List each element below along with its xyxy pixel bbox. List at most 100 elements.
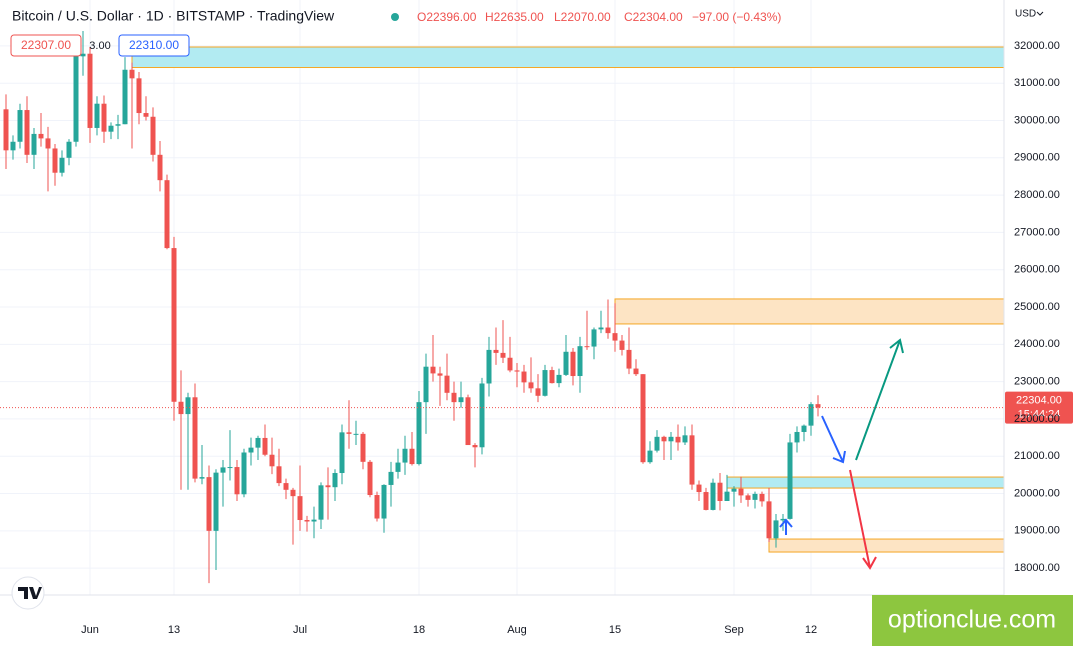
candle-body	[780, 518, 786, 521]
candle-body	[745, 495, 751, 500]
candle-body	[374, 495, 380, 519]
candle-body	[528, 382, 534, 389]
candle-body	[87, 53, 93, 128]
candle-body	[514, 370, 520, 372]
candle-body	[199, 477, 205, 479]
candle-body	[703, 492, 709, 510]
candle-body	[815, 404, 821, 408]
candle-body	[136, 78, 142, 114]
last-price: 22304.00	[1016, 394, 1062, 406]
y-tick-label: 27000.00	[1014, 226, 1060, 238]
ohlc-change: −97.00 (−0.43%)	[692, 10, 781, 24]
candle-body	[297, 496, 303, 521]
annotations	[779, 338, 904, 570]
candle-body	[360, 433, 366, 462]
candle-body	[24, 110, 30, 155]
x-tick-label: 18	[413, 624, 425, 636]
candle-body	[465, 397, 471, 446]
candle-body	[577, 346, 583, 377]
candle-body	[696, 484, 702, 493]
candle-body	[262, 437, 268, 455]
ohlc-high: H22635.00	[485, 10, 544, 24]
candle-body	[10, 141, 16, 151]
countdown: 15:44:24	[1018, 408, 1061, 420]
candle-body	[150, 116, 156, 155]
candle-body	[458, 397, 464, 403]
candle-body	[486, 349, 492, 384]
x-tick-label: 13	[168, 624, 180, 636]
candle-body	[255, 437, 261, 448]
candle-body	[724, 491, 730, 501]
y-tick-label: 29000.00	[1014, 152, 1060, 164]
ohlc-open: O22396.00	[417, 10, 477, 24]
y-tick-label: 22000.00	[1014, 413, 1060, 425]
zone	[614, 298, 1005, 325]
currency[interactable]: USD	[1015, 9, 1036, 20]
y-tick-label: 26000.00	[1014, 264, 1060, 276]
bid-price: 22307.00	[21, 38, 71, 52]
x-tick-label: Jul	[293, 624, 307, 636]
zone	[726, 476, 1005, 489]
last-price-box	[1005, 391, 1073, 424]
candle-body	[108, 125, 114, 132]
y-tick-label: 31000.00	[1014, 77, 1060, 89]
candle-body	[801, 425, 807, 432]
candle-body	[402, 448, 408, 463]
candle-body	[213, 472, 219, 531]
candle-body	[759, 493, 765, 502]
candle-body	[640, 374, 646, 463]
candle-body	[626, 349, 632, 369]
candle-body	[479, 383, 485, 448]
x-tick-label: Jun	[81, 624, 99, 636]
candle-body	[325, 485, 331, 488]
candle-body	[472, 445, 478, 448]
watermark: optionclue.com	[888, 606, 1056, 634]
candle-body	[227, 467, 233, 469]
candle-body	[367, 461, 373, 496]
candle-body	[248, 447, 254, 453]
candle-body	[661, 436, 667, 442]
ask-box[interactable]	[118, 34, 190, 57]
candle-body	[185, 397, 191, 415]
candle-body	[52, 148, 58, 173]
candle-body	[584, 346, 590, 348]
y-tick-label: 20000.00	[1014, 487, 1060, 499]
candle-body	[59, 157, 65, 173]
candle-body	[311, 519, 317, 522]
candle-body	[710, 482, 716, 510]
candle-body	[395, 462, 401, 472]
candle-body	[353, 433, 359, 435]
candle-body	[451, 392, 457, 403]
candle-body	[423, 366, 429, 403]
candle-body	[157, 154, 163, 181]
candle-body	[437, 373, 443, 376]
candle-body	[633, 368, 639, 375]
candle-body	[206, 477, 212, 531]
tv-logo	[11, 576, 45, 610]
x-tick-label: 12	[805, 624, 817, 636]
status-dot	[391, 13, 399, 21]
candle-body	[605, 327, 611, 334]
candle-body	[598, 327, 604, 330]
candle-body	[115, 124, 121, 126]
candle-body	[45, 138, 51, 149]
candle-body	[31, 133, 37, 155]
candle-body	[290, 489, 296, 497]
candle-body	[794, 431, 800, 443]
plot	[0, 0, 1005, 595]
candle-body	[409, 448, 415, 465]
x-tick-label: Aug	[507, 624, 527, 636]
watermark-box	[872, 595, 1073, 646]
candle-body	[689, 435, 695, 485]
bid-box[interactable]	[10, 34, 82, 57]
candle-body	[766, 501, 772, 539]
candle-body	[381, 484, 387, 519]
x-tick-label: 15	[609, 624, 621, 636]
candle-body	[388, 471, 394, 485]
candle-body	[731, 488, 737, 492]
arrow-up-green	[855, 338, 904, 461]
candle-body	[171, 248, 177, 402]
candle-body	[101, 103, 107, 132]
y-tick-label: 28000.00	[1014, 189, 1060, 201]
